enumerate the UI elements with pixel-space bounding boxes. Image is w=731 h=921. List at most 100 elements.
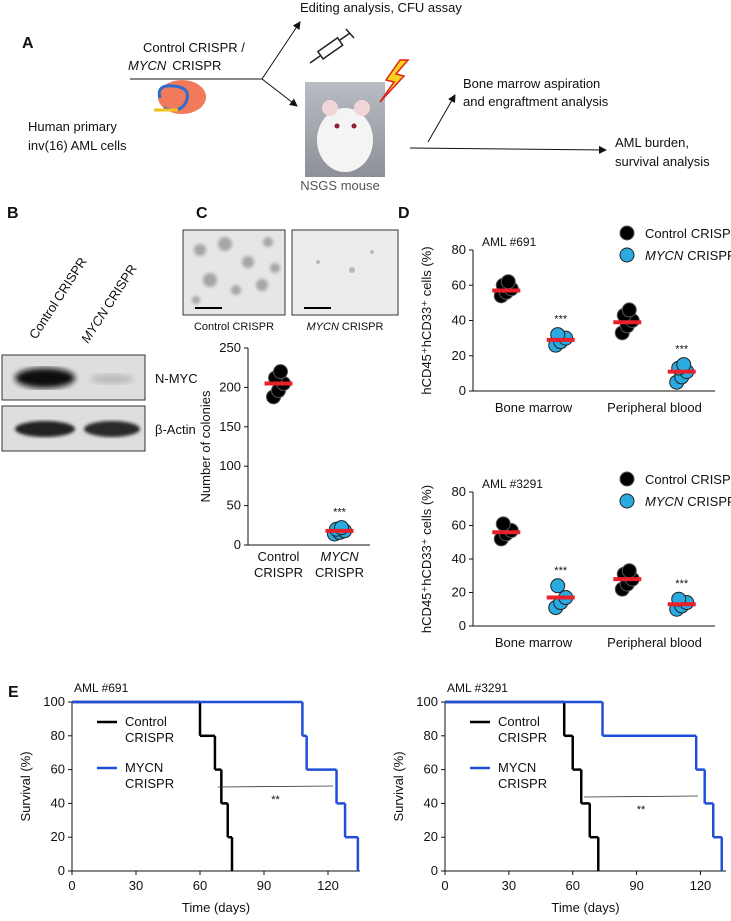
panel-label: D: [398, 205, 410, 222]
colony: [192, 237, 280, 304]
significance: ***: [554, 565, 568, 577]
schematic: Editing analysis, CFU assay Control CRIS…: [28, 0, 710, 193]
x-tick-label: 0: [68, 878, 75, 893]
data-point: [676, 357, 692, 373]
y-tick-label: 40: [452, 551, 466, 566]
colony: [316, 250, 374, 273]
outcome-text: Editing analysis, CFU assay: [300, 0, 462, 15]
text-part: Control: [645, 472, 687, 487]
text-part: CRISPR: [125, 730, 174, 745]
text-part: CRISPR: [691, 472, 731, 487]
panel-label: B: [7, 205, 19, 222]
legend-label: MYCNCRISPR: [645, 494, 731, 509]
cells-text: Human primary: [28, 119, 117, 134]
lane-label-part: CRISPR: [100, 262, 139, 311]
text-part: Control: [125, 714, 167, 729]
y-tick-label: 80: [452, 484, 466, 499]
outcome-text: AML burden,: [615, 135, 689, 150]
lane-label-part: MYCN: [78, 305, 112, 346]
lane-label: MYCNCRISPR: [78, 262, 140, 346]
significance: ***: [675, 344, 689, 356]
data-point: [495, 516, 511, 532]
x-tick-label: Peripheral blood: [607, 400, 702, 415]
text-part: CRISPR: [687, 248, 731, 263]
text-part: Control: [258, 549, 300, 564]
treatment-text: MYCN CRISPR: [128, 58, 221, 73]
micrographs: Control CRISPR MYCN CRISPR: [182, 229, 399, 333]
lane-label-part: CRISPR: [50, 255, 89, 304]
text-part: CRISPR: [687, 494, 731, 509]
y-tick-label: 20: [424, 829, 438, 844]
x-tick-label: 90: [629, 878, 643, 893]
x-axis-label: Time (days): [551, 900, 619, 915]
x-tick-label: MYCN CRISPR: [315, 549, 364, 580]
band-label: β-Actin: [155, 422, 196, 437]
mouse-photo: [322, 100, 338, 116]
panel-label: A: [22, 35, 34, 52]
micrograph-label-part: CRISPR: [232, 321, 274, 333]
gene-name: MYCN: [128, 58, 167, 73]
y-tick-label: 100: [43, 694, 65, 709]
x-tick-label: 60: [193, 878, 207, 893]
y-tick-label: 150: [219, 419, 241, 434]
blot-band: [15, 421, 75, 437]
x-tick-label: 120: [690, 878, 712, 893]
text-part: Control: [498, 714, 540, 729]
significance-line: [217, 785, 334, 788]
significance: ***: [333, 507, 347, 519]
treatment-line: CRISPR: [172, 58, 221, 73]
y-tick-label: 0: [459, 618, 466, 633]
data-point: [500, 274, 516, 290]
chart-title: AML #691: [74, 681, 129, 695]
y-axis-label: hCD45⁺hCD33⁺ cells (%): [419, 246, 434, 394]
y-tick-label: 20: [51, 829, 65, 844]
treatment-line: Control CRISPR /: [143, 40, 245, 55]
band-label: N-MYC: [155, 371, 198, 386]
text-part: MYCN: [125, 760, 163, 775]
text-part: CRISPR: [691, 226, 731, 241]
panel-label: C: [196, 205, 208, 222]
text-part: CRISPR: [498, 730, 547, 745]
cell-icon: [158, 80, 206, 114]
data-point: [621, 563, 637, 579]
y-tick-label: 20: [452, 348, 466, 363]
mouse-photo: [351, 123, 357, 129]
x-tick-label: 30: [129, 878, 143, 893]
blot-band: [84, 421, 140, 437]
y-tick-label: 60: [452, 277, 466, 292]
text-part: MYCN: [498, 760, 536, 775]
micrograph-label-part: Control: [194, 321, 229, 333]
legend-marker: [619, 493, 635, 509]
y-tick-label: 40: [452, 313, 466, 328]
micrograph-label: Control CRISPR: [194, 321, 274, 333]
y-tick-label: 0: [459, 383, 466, 398]
flow-arrow: [427, 94, 456, 143]
outcome-text: survival analysis: [615, 154, 710, 169]
y-tick-label: 80: [424, 728, 438, 743]
y-tick-label: 50: [227, 498, 241, 513]
cells-text: inv(16) AML cells: [28, 138, 127, 153]
x-axis-label: Time (days): [182, 900, 250, 915]
text-part: Control: [645, 226, 687, 241]
legend-label: MYCNCRISPR: [645, 248, 731, 263]
y-tick-label: 60: [452, 518, 466, 533]
y-tick-label: 20: [452, 585, 466, 600]
outcome-text: Bone marrow aspiration: [463, 76, 600, 91]
legend-marker: [619, 471, 635, 487]
y-tick-label: 40: [424, 795, 438, 810]
western-blot: ControlCRISPR MYCNCRISPR N-MYC β-Actin: [1, 255, 198, 452]
significance: **: [271, 794, 280, 806]
y-tick-label: 0: [58, 863, 65, 878]
data-point: [621, 302, 637, 318]
legend-label: Control CRISPR: [645, 472, 731, 487]
blot-band: [15, 368, 75, 388]
data-point: [550, 578, 566, 594]
x-tick-label: Peripheral blood: [607, 635, 702, 650]
outcome-text: and engraftment analysis: [463, 94, 609, 109]
text-part: CRISPR: [498, 776, 547, 791]
significance: ***: [554, 314, 568, 326]
x-tick-label: Bone marrow: [495, 635, 573, 650]
y-tick-label: 60: [51, 762, 65, 777]
